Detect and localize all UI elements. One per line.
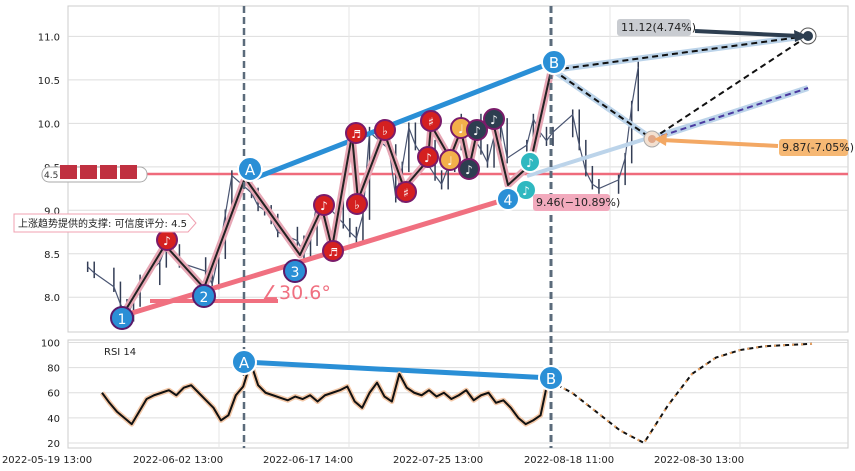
svg-text:3: 3 xyxy=(291,265,300,281)
rsi-y-tick-label: 80 xyxy=(47,364,60,375)
forecast-dash-lower xyxy=(651,35,809,140)
event-icon[interactable]: ♬ xyxy=(322,240,344,262)
price-y-tick-label: 10.5 xyxy=(38,76,60,87)
event-icon[interactable]: ♩ xyxy=(439,149,461,171)
svg-text:♪: ♪ xyxy=(490,113,498,127)
forecast-label-low: 9.46(−10.89%) xyxy=(533,194,620,211)
event-icon[interactable]: ♯ xyxy=(395,181,417,203)
target-arrow-up xyxy=(694,29,801,38)
x-axis: 2022-05-19 13:00 2022-06-02 13:00 2022-06-… xyxy=(2,455,744,466)
svg-text:9.87(-7.05%): 9.87(-7.05%) xyxy=(782,141,854,154)
event-icon[interactable]: ♪ xyxy=(156,229,178,251)
svg-text:♭: ♭ xyxy=(354,198,360,212)
svg-text:♯: ♯ xyxy=(403,186,409,200)
svg-text:上涨趋势提供的支撑: 可信度评分: 4.5: 上涨趋势提供的支撑: 可信度评分: 4.5 xyxy=(18,217,187,230)
svg-text:2: 2 xyxy=(200,290,209,306)
rsi-y-axis: 20 40 60 80 100 xyxy=(41,339,60,450)
svg-text:♪: ♪ xyxy=(163,234,171,248)
upper-channel-line xyxy=(247,59,556,183)
event-icon[interactable]: ♪ xyxy=(417,146,439,168)
svg-text:4.5: 4.5 xyxy=(44,171,58,181)
price-y-tick-label: 8.5 xyxy=(44,250,60,261)
price-y-tick-label: 11.0 xyxy=(38,32,60,43)
event-icon[interactable]: ♪ xyxy=(483,108,505,130)
target-arrow-down-head xyxy=(654,133,667,146)
angle-label: ∠30.6° xyxy=(262,282,331,304)
rsi-forecast-line xyxy=(547,342,813,445)
svg-text:♭: ♭ xyxy=(382,124,388,138)
svg-text:1: 1 xyxy=(118,312,127,328)
svg-text:♯: ♯ xyxy=(428,115,434,129)
event-icon[interactable]: ♭ xyxy=(374,119,396,141)
svg-text:♪: ♪ xyxy=(522,184,530,198)
svg-text:B: B xyxy=(549,54,559,72)
lower-channel-line xyxy=(119,192,523,319)
target-arrow-up-head xyxy=(794,30,808,42)
svg-text:♪: ♪ xyxy=(320,199,328,213)
svg-text:♬: ♬ xyxy=(328,246,338,259)
svg-text:4: 4 xyxy=(504,193,513,209)
event-icon[interactable]: ♪ xyxy=(466,119,488,141)
svg-text:♩: ♩ xyxy=(447,154,453,168)
svg-text:A: A xyxy=(239,354,250,372)
svg-text:9.46(−10.89%): 9.46(−10.89%) xyxy=(536,196,620,209)
rsi-marker-a[interactable]: A xyxy=(231,349,257,375)
svg-text:♪: ♪ xyxy=(526,156,534,170)
rsi-y-tick-label: 60 xyxy=(47,389,60,400)
x-tick-label: 2022-06-02 13:00 xyxy=(133,455,223,466)
rsi-marker-b[interactable]: B xyxy=(538,365,564,391)
price-marker-b[interactable]: B xyxy=(541,49,567,75)
rsi-y-tick-label: 20 xyxy=(47,439,60,450)
event-icon[interactable]: ♯ xyxy=(420,110,442,132)
event-icon[interactable]: ♪ xyxy=(519,151,541,173)
rsi-y-tick-label: 100 xyxy=(41,339,60,350)
price-y-tick-label: 9.0 xyxy=(44,206,60,217)
wave-marker-1[interactable]: 1 xyxy=(110,306,134,330)
support-marker-strip: 4.5 xyxy=(41,165,148,183)
forecast-label-high: 11.12(4.74%) xyxy=(617,19,696,36)
svg-text:♪: ♪ xyxy=(465,163,473,177)
svg-text:A: A xyxy=(245,161,256,179)
event-icon[interactable]: ♪ xyxy=(458,158,480,180)
forecast-dash-upper xyxy=(552,35,809,71)
x-tick-label: 2022-05-19 13:00 xyxy=(2,455,92,466)
wave-marker-3[interactable]: 3 xyxy=(283,259,307,283)
svg-text:♩: ♩ xyxy=(458,122,464,136)
price-marker-a[interactable]: A xyxy=(237,156,263,182)
rsi-series-label: RSI 14 xyxy=(104,347,136,358)
forecast-mid-dot xyxy=(648,135,656,143)
svg-text:♬: ♬ xyxy=(351,128,361,141)
wave-marker-2[interactable]: 2 xyxy=(192,284,216,308)
price-y-tick-label: 8.0 xyxy=(44,293,60,304)
price-y-tick-label: 10.0 xyxy=(38,119,60,130)
x-tick-label: 2022-08-18 11:00 xyxy=(524,455,614,466)
event-icon[interactable]: ♪ xyxy=(313,194,335,216)
svg-text:♪: ♪ xyxy=(473,124,481,138)
forecast-dash-purple xyxy=(651,87,809,140)
event-icon[interactable]: ♪ xyxy=(515,179,537,201)
x-tick-label: 2022-06-17 14:00 xyxy=(263,455,353,466)
wave-marker-4[interactable]: 4 xyxy=(496,187,520,211)
svg-text:♪: ♪ xyxy=(424,151,432,165)
forecast-label-mid: 9.87(-7.05%) xyxy=(779,139,854,156)
forecast-dash-mid xyxy=(552,69,653,140)
event-icon[interactable]: ♭ xyxy=(346,193,368,215)
svg-text:B: B xyxy=(546,370,556,388)
rsi-line xyxy=(101,361,549,426)
event-icon[interactable]: ♬ xyxy=(345,122,367,144)
svg-text:11.12(4.74%): 11.12(4.74%) xyxy=(621,21,696,34)
support-label-box: 上涨趋势提供的支撑: 可信度评分: 4.5 xyxy=(13,213,197,233)
rsi-y-tick-label: 40 xyxy=(47,414,60,425)
rsi-divergence-line xyxy=(243,359,552,381)
x-tick-label: 2022-08-30 13:00 xyxy=(654,455,744,466)
target-arrow-down xyxy=(661,138,779,148)
x-tick-label: 2022-07-25 13:00 xyxy=(393,455,483,466)
grid-lines xyxy=(68,6,848,448)
